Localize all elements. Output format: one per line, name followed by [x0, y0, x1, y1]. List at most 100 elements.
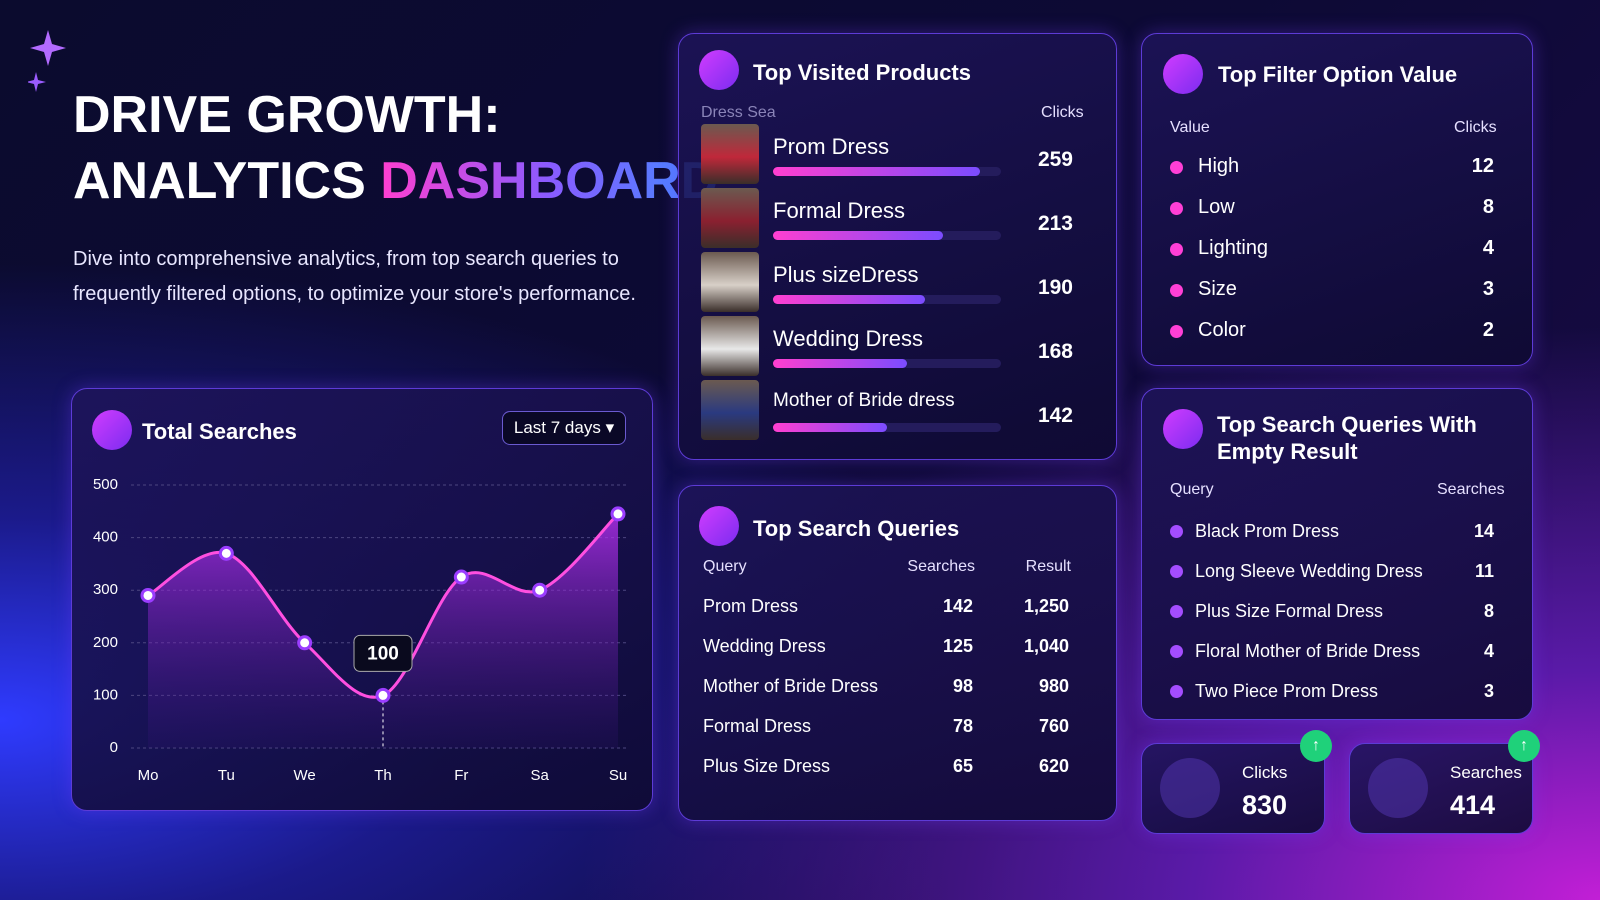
filter-clicks: 4 — [1482, 237, 1494, 259]
trend-badge: ↑ — [1508, 730, 1540, 762]
chart-icon — [92, 410, 132, 450]
column-header: Clicks — [1041, 104, 1084, 121]
filter-icon — [1163, 54, 1203, 94]
line-chart: 0 100 200 300 400 500 100 Mo Tu We Th Fr Sa Su — [93, 476, 627, 784]
filter-clicks: 2 — [1482, 319, 1494, 341]
bar — [773, 167, 981, 176]
kpi-icon — [1160, 758, 1220, 818]
headline-line2: ANALYTICS DASHBOARD — [73, 148, 718, 214]
top-visited-panel: Top Visited Products Dress Sea Clicks Pr… — [678, 33, 1117, 460]
point — [375, 687, 391, 703]
query-cell: 1,250 — [1023, 596, 1069, 616]
query-cell: 620 — [1038, 756, 1069, 776]
range-dropdown[interactable]: Last 7 days ▾ — [502, 411, 626, 445]
kpi-card: Clicks 830 ↑ — [1141, 730, 1332, 834]
bullet — [1170, 685, 1183, 698]
query-cell: 125 — [942, 636, 973, 656]
query: Two Piece Prom Dress — [1195, 681, 1379, 701]
panel-title: Top Search Queries — [753, 516, 960, 541]
searches: 11 — [1474, 561, 1494, 581]
bullet — [1170, 605, 1183, 618]
empty-icon — [1163, 409, 1203, 449]
query-cell: Prom Dress — [703, 596, 799, 616]
x-tick-label: Fr — [454, 767, 468, 784]
bullet — [1170, 161, 1183, 174]
headline-highlight: DASHBOARD — [380, 152, 719, 210]
product-name: Wedding Dress — [773, 326, 923, 351]
panel-title: Top Visited Products — [753, 60, 971, 85]
star-icon — [699, 50, 739, 90]
y-tick-label: 100 — [93, 686, 118, 703]
column-header: Searches — [907, 558, 975, 575]
bar — [773, 423, 887, 432]
filter-clicks: 3 — [1482, 278, 1494, 300]
x-tick-label: Mo — [138, 767, 159, 784]
area — [148, 513, 618, 748]
panel-title: Total Searches — [142, 419, 297, 444]
query-cell: 98 — [952, 676, 973, 696]
panel-title: Top Filter Option Value — [1218, 62, 1458, 87]
total-searches-panel: Total Searches Last 7 days ▾ 0 100 200 300 4… — [71, 388, 653, 811]
headline: DRIVE GROWTH: ANALYTICS DASHBOARD — [73, 82, 718, 214]
headline-word: ANALYTICS — [73, 152, 366, 210]
query-cell: Mother of Bride Dress — [703, 676, 879, 696]
tooltip-box — [353, 634, 413, 672]
top-queries-panel: Top Search Queries Query Searches Result Pr… — [678, 485, 1117, 821]
query-cell: Plus Size Dress — [703, 756, 831, 776]
y-tick-label: 0 — [110, 739, 118, 756]
query: Black Prom Dress — [1195, 521, 1340, 541]
clicks-value: 190 — [1037, 276, 1073, 299]
searches: 8 — [1483, 601, 1494, 621]
product-image — [701, 252, 759, 312]
y-tick-label: 500 — [93, 476, 118, 493]
kpi-value: 414 — [1450, 790, 1496, 820]
panel-title: Top Search Queries With Empty Result — [1217, 412, 1477, 464]
bar — [773, 295, 925, 304]
point — [218, 545, 234, 561]
query-cell: 760 — [1038, 716, 1069, 736]
trend-badge: ↑ — [1300, 730, 1332, 762]
filter-value: High — [1198, 155, 1240, 177]
headline-line1: DRIVE GROWTH: — [73, 86, 501, 144]
kpi-icon — [1368, 758, 1428, 818]
kpi-value: 830 — [1242, 790, 1288, 820]
column-header: Value — [1170, 119, 1210, 136]
x-tick-label: Th — [374, 767, 392, 784]
column-header: Clicks — [1454, 119, 1497, 136]
y-tick-label: 300 — [93, 581, 118, 598]
query-cell: Wedding Dress — [703, 636, 826, 656]
bullet — [1170, 565, 1183, 578]
product-image — [701, 380, 759, 440]
query-cell: 142 — [942, 596, 973, 616]
kpi-card: Searches 414 ↑ — [1349, 730, 1540, 834]
query-cell: 980 — [1038, 676, 1069, 696]
filter-value: Low — [1198, 196, 1235, 218]
product-name: Mother of Bride dress — [773, 390, 955, 411]
product-name: Formal Dress — [773, 198, 906, 223]
y-tick-label: 200 — [93, 634, 118, 651]
y-tick-label: 400 — [93, 529, 118, 546]
point — [610, 506, 626, 522]
filter-value: Size — [1198, 278, 1237, 300]
clicks-value: 168 — [1037, 340, 1073, 363]
filter-value: Lighting — [1198, 237, 1269, 259]
kpi-label: Searches — [1450, 763, 1522, 782]
column-header: Query — [1170, 481, 1214, 498]
query: Plus Size Formal Dress — [1195, 601, 1384, 621]
tooltip-label: 100 — [367, 643, 399, 664]
bar-track — [773, 423, 1001, 432]
searches: 3 — [1483, 681, 1494, 701]
clicks-value: 213 — [1037, 212, 1073, 235]
x-tick-label: Tu — [218, 767, 235, 784]
column-header: Dress Sea — [701, 104, 776, 121]
column-header: Searches — [1437, 481, 1505, 498]
range-label: Last 7 days — [513, 418, 601, 437]
point — [297, 635, 313, 651]
filter-value: Color — [1198, 319, 1246, 341]
point — [453, 569, 469, 585]
query-cell: 1,040 — [1023, 636, 1069, 656]
product-image — [701, 188, 759, 248]
bullet — [1170, 525, 1183, 538]
